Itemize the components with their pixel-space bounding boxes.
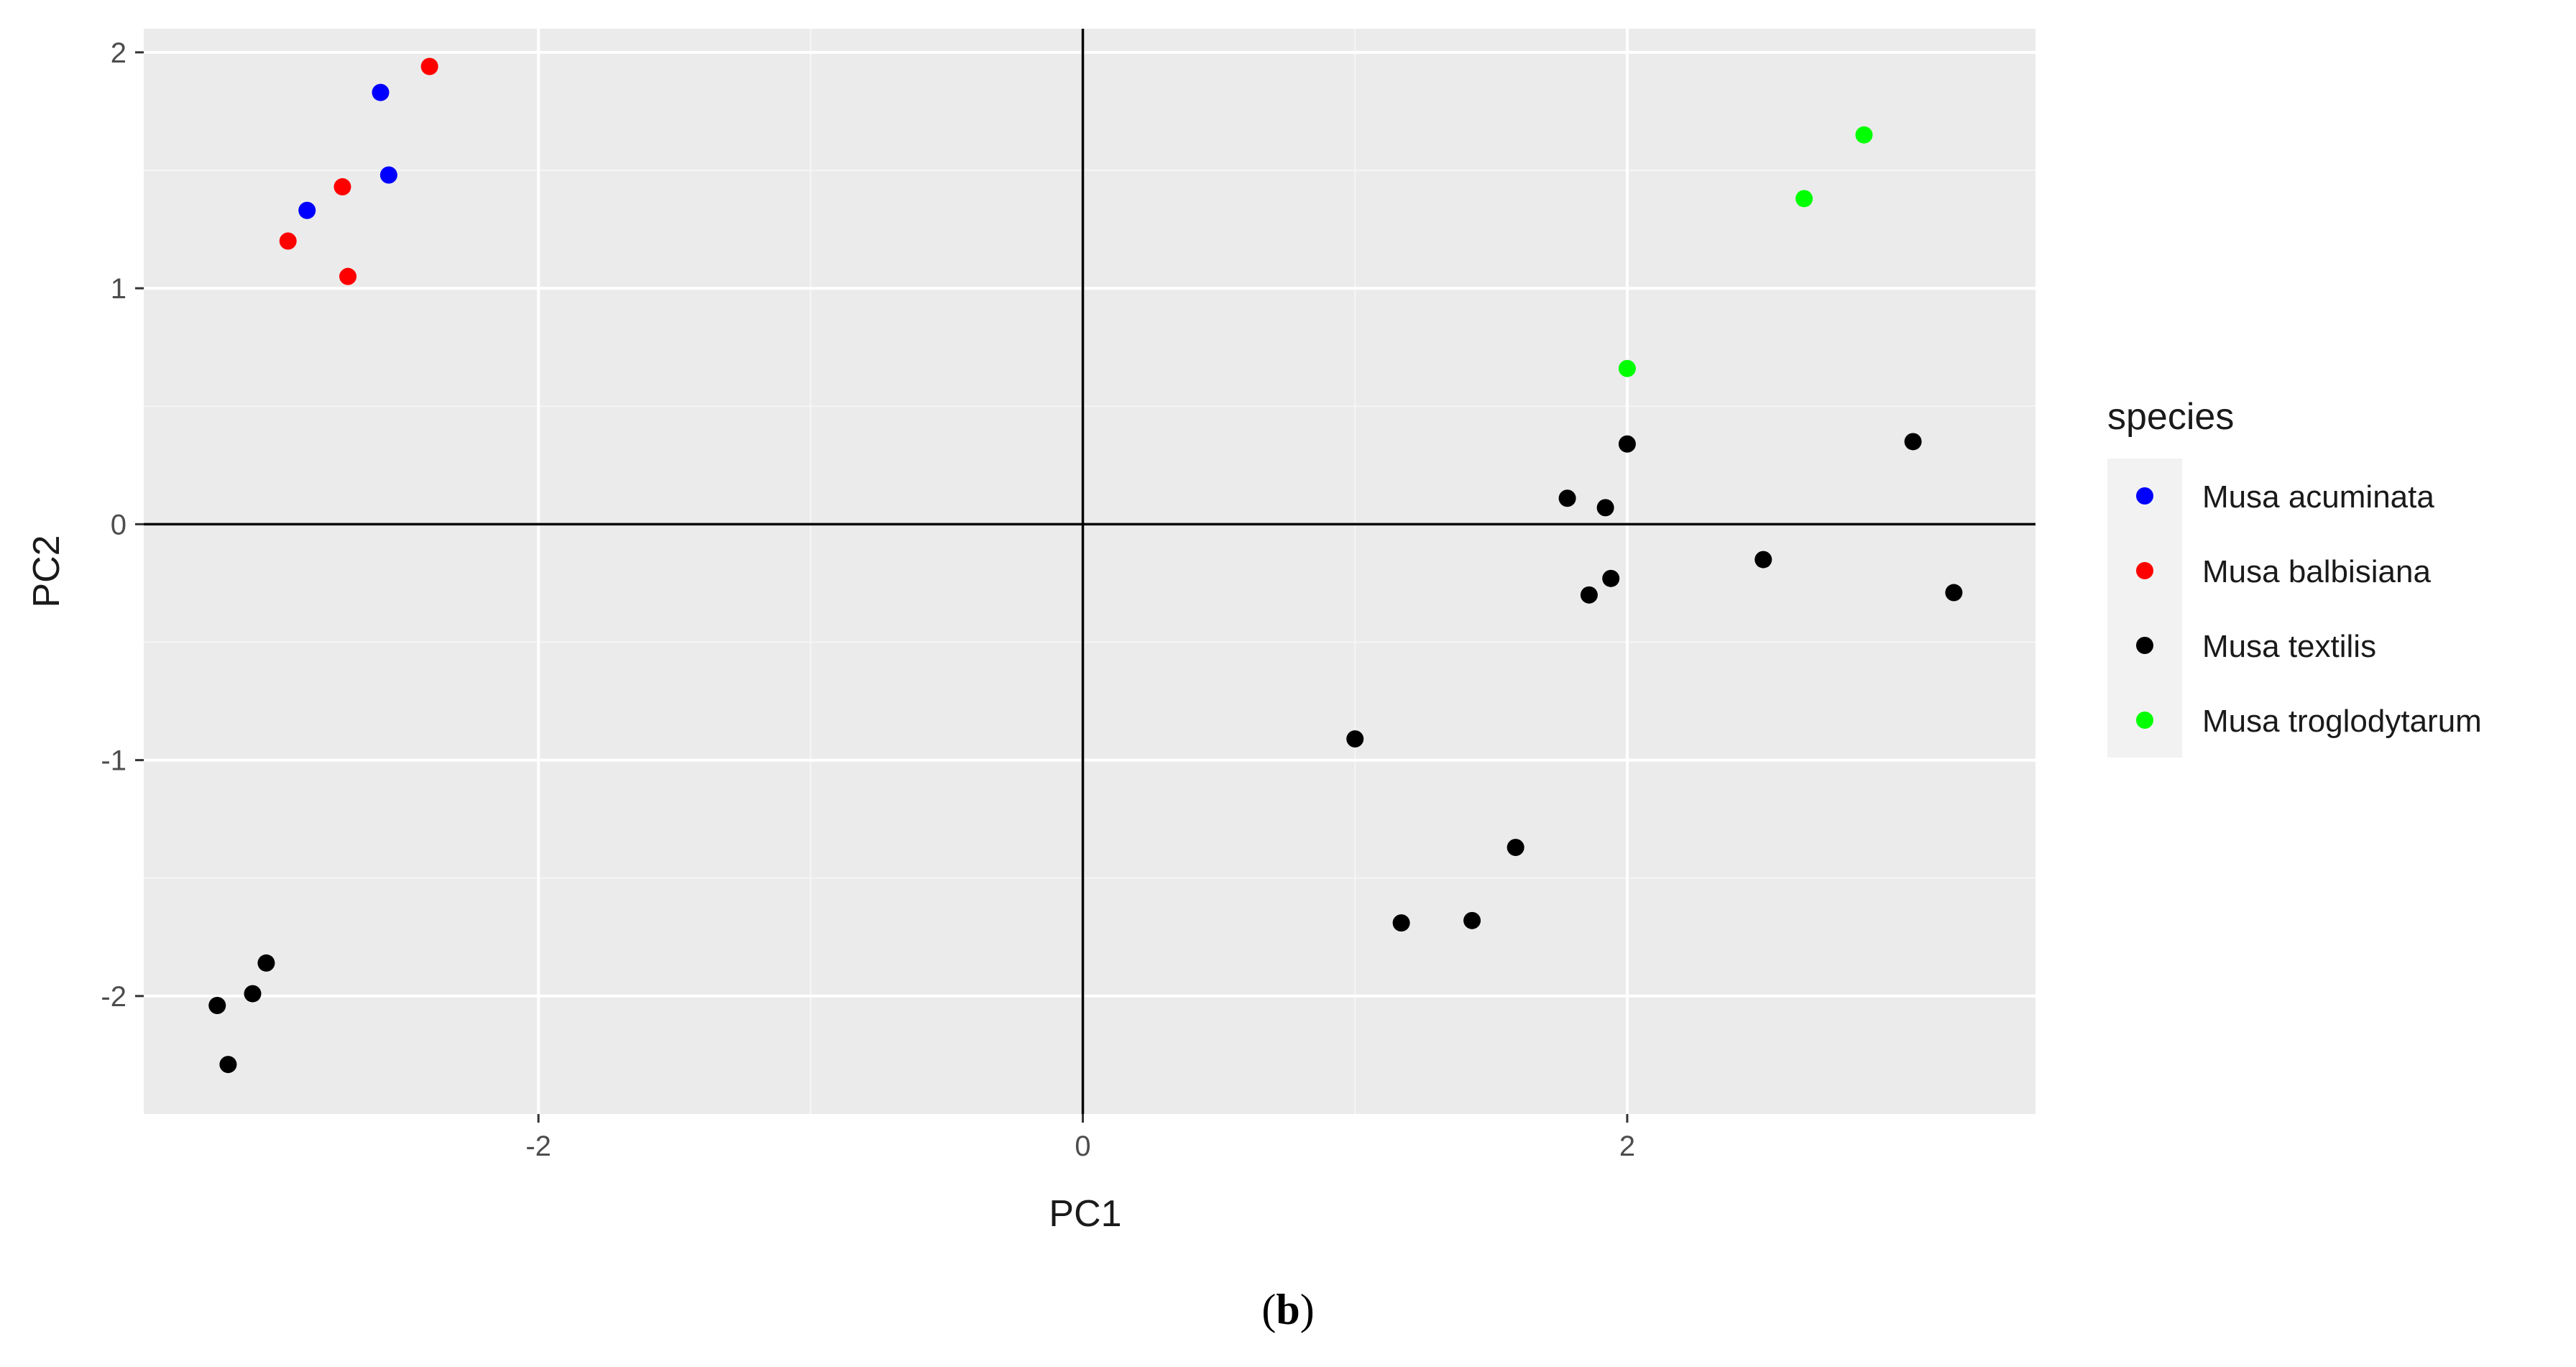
data-point (1618, 435, 1636, 453)
data-point (420, 57, 438, 75)
x-axis: -2 0 2 (525, 1114, 1635, 1162)
legend: species Musa acuminata Musa balbisiana Mus… (2107, 396, 2482, 758)
legend-label: Musa troglodytarum (2202, 704, 2482, 739)
data-point (1596, 499, 1614, 517)
y-tick-label: 1 (111, 273, 126, 305)
legend-label: Musa textilis (2202, 629, 2376, 664)
data-point (208, 997, 226, 1014)
data-point (1754, 551, 1772, 569)
legend-label: Musa balbisiana (2202, 554, 2431, 589)
data-point (1602, 569, 1620, 587)
data-point (1795, 190, 1813, 208)
data-point (279, 232, 297, 250)
data-point (244, 985, 262, 1003)
legend-key-background (2107, 459, 2182, 758)
y-tick-label: 0 (111, 509, 126, 540)
y-tick-label: 2 (111, 37, 126, 69)
data-points (208, 57, 1963, 1074)
data-point (1392, 914, 1410, 932)
data-point (257, 954, 275, 972)
data-point (380, 166, 397, 184)
data-point (1580, 586, 1598, 604)
x-tick-label: 0 (1075, 1131, 1090, 1162)
data-point (372, 83, 390, 101)
data-point (1945, 584, 1963, 602)
y-axis-title: PC2 (26, 535, 68, 607)
x-axis-title: PC1 (1049, 1193, 1121, 1235)
panel-label: (b) (1261, 1286, 1314, 1333)
data-point (1904, 433, 1922, 451)
y-axis: -2 -1 0 1 2 (101, 37, 144, 1013)
data-point (1558, 489, 1576, 507)
y-tick-label: -1 (101, 745, 126, 777)
x-tick-label: 2 (1619, 1131, 1635, 1162)
y-tick-label: -2 (101, 981, 126, 1013)
legend-key-marker (2136, 487, 2153, 505)
data-point (1618, 359, 1636, 377)
data-point (1855, 126, 1873, 144)
data-point (1506, 839, 1524, 857)
reference-lines (144, 29, 2036, 1114)
data-point (1463, 911, 1481, 929)
data-point (339, 267, 357, 285)
legend-title: species (2107, 396, 2234, 438)
legend-label: Musa acuminata (2202, 479, 2434, 515)
data-point (334, 178, 351, 195)
plot-panel (144, 29, 2036, 1114)
legend-key-marker (2136, 637, 2153, 654)
data-point (219, 1056, 237, 1074)
legend-key-marker (2136, 712, 2153, 729)
x-tick-label: -2 (525, 1131, 551, 1162)
data-point (298, 201, 316, 219)
legend-key-marker (2136, 562, 2153, 579)
data-point (1346, 730, 1364, 748)
